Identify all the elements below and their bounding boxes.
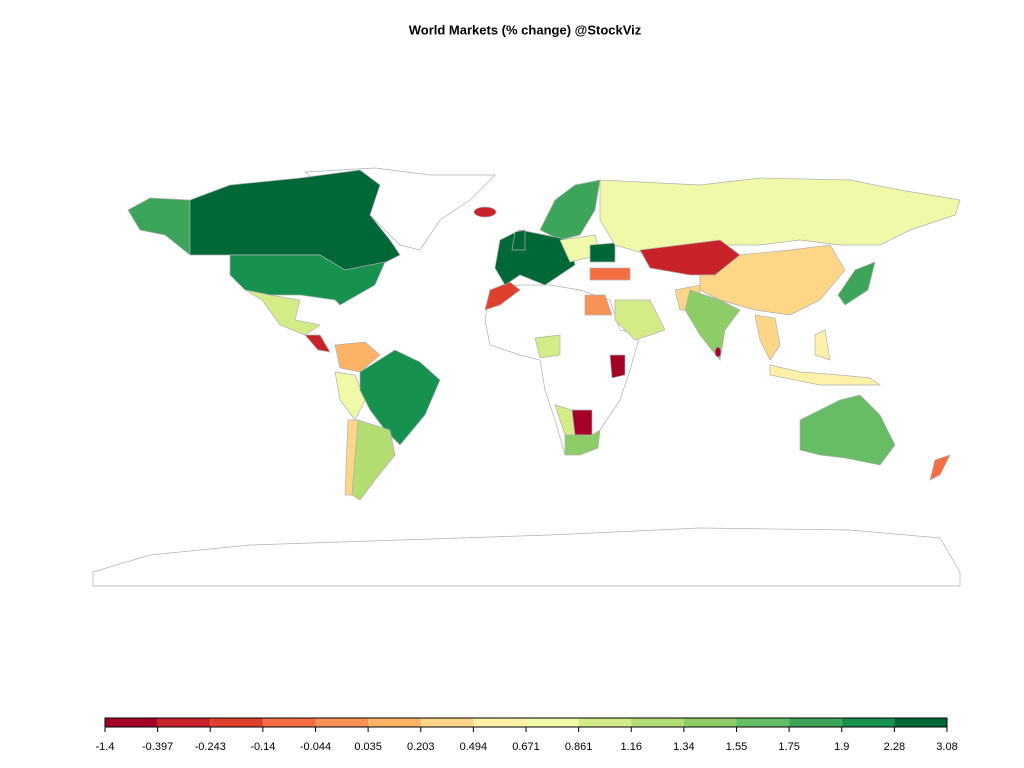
- legend-swatch: [631, 718, 684, 727]
- legend-tick-label: -0.397: [142, 741, 173, 753]
- world-map: [92, 167, 961, 587]
- legend-swatch: [841, 718, 895, 727]
- western-europe: [494, 229, 576, 286]
- legend-swatch: [315, 718, 369, 727]
- southeast-asia: [754, 314, 781, 361]
- scandinavia: [539, 179, 601, 241]
- legend-tick-label: -0.044: [300, 741, 331, 753]
- legend-swatch: [210, 718, 263, 727]
- indonesia: [769, 364, 882, 386]
- legend-tick-label: 0.035: [354, 741, 382, 753]
- legend-swatch: [789, 718, 842, 727]
- china: [699, 244, 846, 316]
- legend-swatch: [473, 718, 526, 727]
- legend-swatch: [262, 718, 316, 727]
- legend-tick-label: 0.494: [460, 741, 488, 753]
- saudi-arabia: [614, 299, 666, 341]
- alaska: [127, 197, 191, 256]
- botswana: [571, 409, 593, 436]
- argentina: [351, 419, 396, 501]
- legend-tick-label: 0.861: [565, 741, 593, 753]
- legend-swatch: [105, 718, 158, 727]
- central-america: [304, 334, 331, 353]
- japan: [837, 261, 876, 306]
- uk: [511, 229, 526, 251]
- legend-tick-label: 0.671: [512, 741, 540, 753]
- iceland: [473, 206, 497, 218]
- peru: [334, 371, 366, 421]
- legend-tick-label: 1.16: [621, 741, 642, 753]
- turkey: [589, 267, 631, 281]
- philippines: [814, 329, 831, 361]
- legend-swatch: [894, 718, 947, 727]
- legend-tick-label: -0.14: [250, 741, 275, 753]
- legend-tick-label: 3.08: [936, 741, 957, 753]
- nigeria: [534, 334, 561, 359]
- legend-swatch: [526, 718, 579, 727]
- mexico: [244, 289, 321, 336]
- legend-tick-label: -0.243: [195, 741, 226, 753]
- legend-tick-label: 1.34: [673, 741, 694, 753]
- legend-tick-label: 1.75: [778, 741, 799, 753]
- ukraine: [589, 242, 616, 263]
- south-africa: [564, 429, 601, 456]
- legend-tick-label: 2.28: [884, 741, 905, 753]
- legend-tick-label: 1.55: [726, 741, 747, 753]
- legend-swatch: [736, 718, 790, 727]
- australia: [799, 394, 896, 466]
- india: [684, 289, 741, 361]
- legend-tick-label: 0.203: [407, 741, 435, 753]
- colombia-venezuela: [334, 341, 381, 373]
- legend: -1.4 -0.397 -0.243 -0.14 -0.044 0.035 0.203 0.4…: [96, 717, 958, 753]
- legend-tick-label: -1.4: [96, 741, 115, 753]
- legend-swatch: [683, 718, 737, 727]
- antarctica: [92, 527, 961, 587]
- map-title: World Markets (% change) @StockViz: [409, 22, 642, 37]
- legend-tick-label: 1.9: [834, 741, 849, 753]
- legend-swatch: [157, 718, 211, 727]
- brazil: [359, 349, 441, 446]
- legend-swatch: [578, 718, 632, 727]
- usa: [229, 254, 386, 306]
- legend-swatch: [368, 718, 421, 727]
- legend-swatch: [420, 718, 474, 727]
- kenya: [609, 354, 626, 379]
- new-zealand: [929, 454, 951, 481]
- sri-lanka: [714, 346, 722, 358]
- egypt: [584, 294, 613, 316]
- russia: [599, 177, 961, 256]
